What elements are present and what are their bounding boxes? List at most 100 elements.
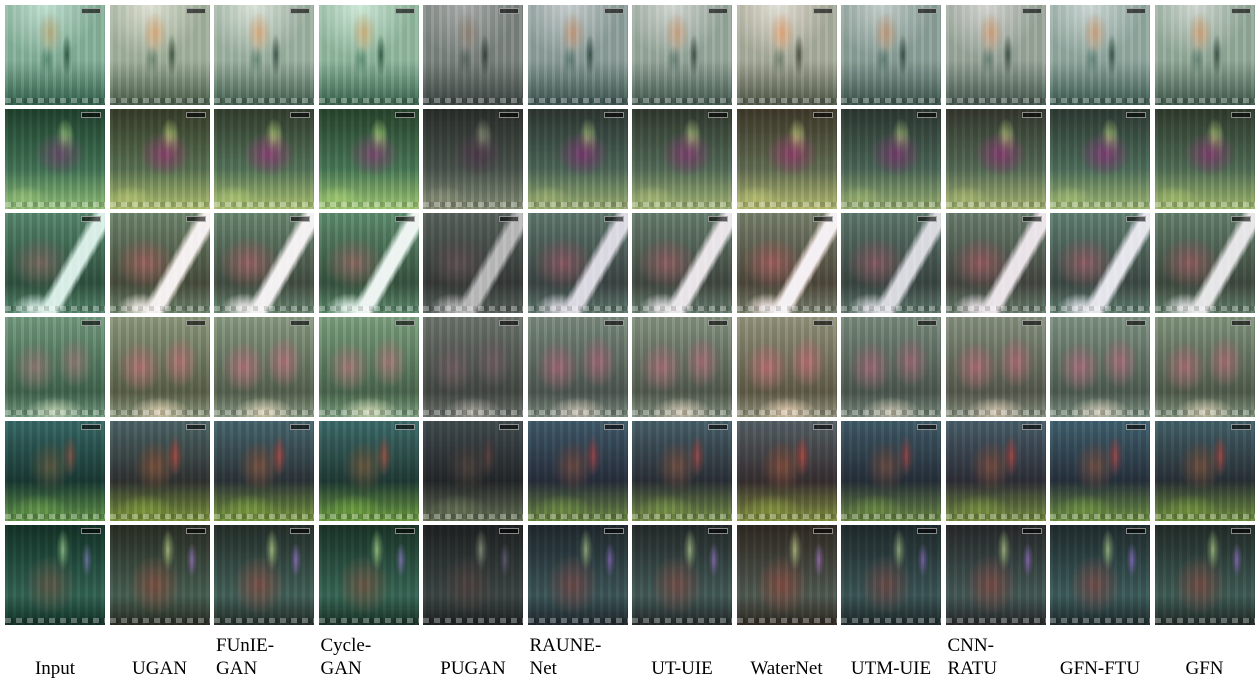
column-label-line: PUGAN (440, 657, 505, 680)
result-image-row-coral-3-utmuie (841, 421, 941, 521)
camera-overlay-strip (528, 514, 628, 519)
camera-timestamp-box (813, 8, 833, 14)
result-image-row-diver-gfnftu (1050, 5, 1150, 105)
camera-overlay-strip (841, 202, 941, 207)
camera-timestamp-box (813, 424, 833, 430)
column-label-gfnftu: GFN-FTU (1050, 630, 1150, 680)
method-color-cast (841, 109, 941, 209)
camera-timestamp-box (1126, 216, 1146, 222)
method-color-cast (423, 109, 523, 209)
camera-overlay-strip (528, 98, 628, 103)
camera-overlay-strip (632, 410, 732, 415)
camera-overlay-strip (1155, 514, 1255, 519)
method-color-cast (110, 109, 210, 209)
method-color-cast (946, 421, 1046, 521)
camera-timestamp-box (81, 320, 101, 326)
result-image-row-coral-3-funie (214, 421, 314, 521)
camera-timestamp-box (813, 528, 833, 534)
camera-timestamp-box (813, 320, 833, 326)
result-image-row-coral-3-gfnftu (1050, 421, 1150, 521)
method-color-cast (841, 525, 941, 625)
method-color-cast (214, 525, 314, 625)
result-image-row-coral-4-cnnratu (946, 525, 1046, 625)
camera-overlay-strip (1155, 618, 1255, 623)
camera-overlay-strip (110, 410, 210, 415)
camera-overlay-strip (319, 514, 419, 519)
result-image-row-tube-utuie (632, 213, 732, 313)
result-image-row-coral-1-waternet (737, 109, 837, 209)
result-image-row-coral-4-ugan (110, 525, 210, 625)
camera-overlay-strip (319, 410, 419, 415)
result-image-row-coral-4-input (5, 525, 105, 625)
column-label-waternet: WaterNet (737, 630, 837, 680)
result-image-row-diver-waternet (737, 5, 837, 105)
camera-overlay-strip (946, 410, 1046, 415)
camera-timestamp-box (917, 216, 937, 222)
camera-overlay-strip (946, 202, 1046, 207)
camera-timestamp-box (708, 320, 728, 326)
camera-overlay-strip (841, 618, 941, 623)
camera-overlay-strip (214, 98, 314, 103)
camera-timestamp-box (290, 528, 310, 534)
result-image-row-coral-3-pugan (423, 421, 523, 521)
camera-overlay-strip (319, 98, 419, 103)
result-image-row-coral-4-gfn (1155, 525, 1255, 625)
camera-overlay-strip (5, 306, 105, 311)
method-color-cast (5, 5, 105, 105)
method-color-cast (841, 5, 941, 105)
result-image-row-coral-4-waternet (737, 525, 837, 625)
camera-overlay-strip (5, 514, 105, 519)
camera-timestamp-box (1126, 112, 1146, 118)
method-color-cast (214, 317, 314, 417)
camera-timestamp-box (1126, 528, 1146, 534)
column-label-line: UGAN (132, 657, 187, 680)
result-image-row-tube-cycle (319, 213, 419, 313)
result-image-row-coral-3-gfn (1155, 421, 1255, 521)
column-label-utuie: UT-UIE (632, 630, 732, 680)
camera-overlay-strip (528, 410, 628, 415)
result-image-row-coral-4-funie (214, 525, 314, 625)
result-image-row-diver-pugan (423, 5, 523, 105)
camera-overlay-strip (737, 514, 837, 519)
method-color-cast (946, 109, 1046, 209)
result-image-row-tube-funie (214, 213, 314, 313)
result-image-row-coral-2-utmuie (841, 317, 941, 417)
column-label-funie: FUnIE- GAN (214, 630, 314, 680)
method-color-cast (528, 421, 628, 521)
camera-timestamp-box (917, 528, 937, 534)
camera-overlay-strip (841, 98, 941, 103)
column-label-line: GAN (216, 657, 257, 680)
result-image-row-tube-gfn (1155, 213, 1255, 313)
method-color-cast (423, 213, 523, 313)
camera-timestamp-box (395, 112, 415, 118)
method-color-cast (1050, 317, 1150, 417)
method-color-cast (737, 317, 837, 417)
camera-timestamp-box (1022, 112, 1042, 118)
method-color-cast (632, 213, 732, 313)
method-color-cast (423, 317, 523, 417)
camera-timestamp-box (395, 528, 415, 534)
camera-overlay-strip (5, 618, 105, 623)
result-image-row-coral-4-pugan (423, 525, 523, 625)
camera-timestamp-box (81, 424, 101, 430)
camera-timestamp-box (186, 216, 206, 222)
camera-timestamp-box (1231, 528, 1251, 534)
method-color-cast (319, 5, 419, 105)
result-image-row-coral-2-pugan (423, 317, 523, 417)
method-color-cast (737, 109, 837, 209)
method-color-cast (1155, 421, 1255, 521)
camera-timestamp-box (1231, 424, 1251, 430)
camera-timestamp-box (290, 8, 310, 14)
camera-timestamp-box (1022, 528, 1042, 534)
method-color-cast (319, 317, 419, 417)
camera-overlay-strip (1155, 410, 1255, 415)
result-image-row-coral-1-utuie (632, 109, 732, 209)
method-color-cast (110, 525, 210, 625)
camera-overlay-strip (5, 202, 105, 207)
method-color-cast (1050, 525, 1150, 625)
result-image-row-tube-ugan (110, 213, 210, 313)
result-image-row-diver-input (5, 5, 105, 105)
camera-overlay-strip (423, 410, 523, 415)
camera-overlay-strip (737, 618, 837, 623)
result-image-row-diver-cycle (319, 5, 419, 105)
